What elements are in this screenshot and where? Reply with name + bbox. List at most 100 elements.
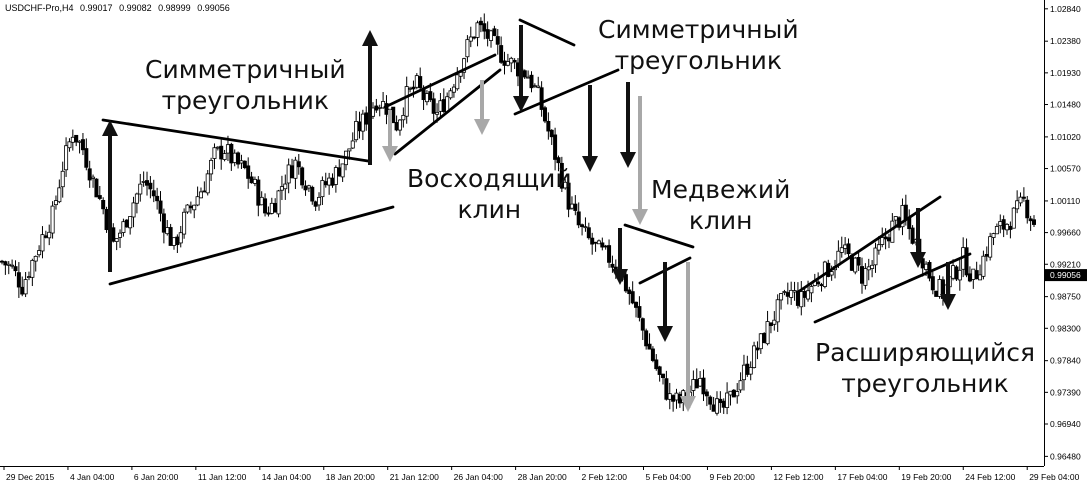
candle-bull [232, 152, 237, 163]
current-price-box [1044, 269, 1087, 282]
bear-wedge-upper-line [623, 223, 695, 249]
candle-bull [408, 87, 413, 90]
price-tick-label: 1.01020 [1050, 132, 1081, 142]
candle-bull [981, 255, 986, 277]
price-tick-label: 1.02840 [1050, 4, 1081, 14]
time-tick-label: 12 Feb 12:00 [773, 472, 823, 482]
candle-bull [424, 93, 429, 103]
candle-bear [249, 176, 254, 184]
arrow-head [657, 326, 673, 342]
candle-bull [994, 226, 999, 235]
candle-bear [586, 227, 591, 239]
candle-bear [701, 377, 706, 395]
candle-bear [694, 379, 699, 389]
candle-bull [178, 232, 183, 244]
candle-bull [64, 145, 69, 171]
candle-bull [121, 221, 126, 233]
candle-bull [327, 177, 332, 186]
candle-bear [647, 343, 652, 350]
sym-triangle-2-upper-line [518, 18, 576, 47]
arrows-layer [102, 25, 956, 412]
chart-header: USDCHF-Pro,H4 0.99017 0.99082 0.98999 0.… [5, 3, 234, 13]
price-tick-label: 1.01930 [1050, 68, 1081, 78]
candle-bull [57, 187, 62, 203]
candle-bear [762, 332, 767, 344]
candle-bear [374, 105, 379, 111]
candle-bull [843, 244, 848, 249]
candle-bear [623, 274, 628, 292]
time-tick-label: 5 Feb 04:00 [646, 472, 692, 482]
candle-bull [462, 58, 467, 73]
time-tick-label: 26 Jan 04:00 [454, 472, 503, 482]
candle-bull [259, 196, 264, 206]
candle-bear [542, 107, 547, 122]
expanding-triangle-lower-line [813, 252, 972, 324]
time-tick-label: 18 Jan 20:00 [326, 472, 375, 482]
candle-bull [1018, 196, 1023, 204]
candle-bull [758, 333, 763, 350]
candle-bull [698, 378, 703, 387]
candle-bear [549, 129, 554, 138]
candle-bear [640, 318, 645, 331]
sym-triangle-2-line1: Симметричный [598, 15, 799, 44]
candle-bull [951, 265, 956, 279]
candle-bear [495, 36, 500, 45]
candle-bull [451, 86, 456, 93]
candle-bear [954, 266, 959, 280]
candle-bull [809, 286, 814, 294]
rising-wedge-line2: клин [457, 195, 522, 224]
candle-bear [263, 198, 268, 214]
candle-bull [185, 204, 190, 213]
candle-bull [354, 121, 359, 141]
candle-bear [573, 203, 578, 211]
candle-bear [704, 391, 709, 397]
candle-bear [482, 23, 487, 32]
arrow-head [582, 156, 598, 172]
candle-bull [91, 176, 96, 179]
candle-bull [360, 113, 365, 132]
candle-bull [1005, 223, 1010, 231]
candle-bull [775, 299, 780, 323]
candle-bear [768, 322, 773, 326]
time-tick-label: 6 Jan 20:00 [134, 472, 179, 482]
candle-bear [300, 167, 305, 186]
candle-bull [67, 141, 72, 149]
close-value: 0.99056 [197, 3, 230, 13]
candle-bull [799, 291, 804, 308]
candle-bull [26, 276, 31, 279]
price-tick-label: 1.01480 [1050, 100, 1081, 110]
candle-bull [350, 140, 355, 149]
down-arrow-grey-3 [680, 262, 696, 412]
candle-bull [138, 183, 143, 195]
candle-bull [198, 191, 203, 199]
candle-bear [657, 366, 662, 375]
candle-bear [654, 359, 659, 370]
candle-bull [465, 39, 470, 58]
candle-bear [607, 245, 612, 263]
candle-bull [475, 22, 480, 38]
candle-bull [772, 319, 777, 325]
candle-bull [397, 119, 402, 131]
candle-bull [876, 244, 881, 251]
candle-bull [728, 390, 733, 396]
price-tick-label: 1.02380 [1050, 36, 1081, 46]
price-tick-label: 0.97840 [1050, 356, 1081, 366]
candle-bull [286, 164, 291, 184]
down-arrow-black-2 [620, 82, 636, 168]
candle-bear [202, 190, 207, 193]
candle-bear [630, 291, 635, 304]
candle-bull [779, 293, 784, 301]
sym-triangle-1-line2: треугольник [161, 86, 330, 115]
time-tick-label: 17 Feb 04:00 [837, 472, 887, 482]
sym-triangle-1-line1: Симметричный [145, 55, 346, 84]
candle-bull [937, 279, 942, 297]
candle-bull [866, 266, 871, 271]
candle-bear [637, 306, 642, 318]
candle-bull [37, 250, 42, 256]
candle-bear [819, 284, 824, 287]
arrow-head [620, 152, 636, 168]
candle-bull [792, 290, 797, 293]
down-arrow-triangle2-height [513, 25, 529, 112]
arrow-head [382, 146, 398, 162]
